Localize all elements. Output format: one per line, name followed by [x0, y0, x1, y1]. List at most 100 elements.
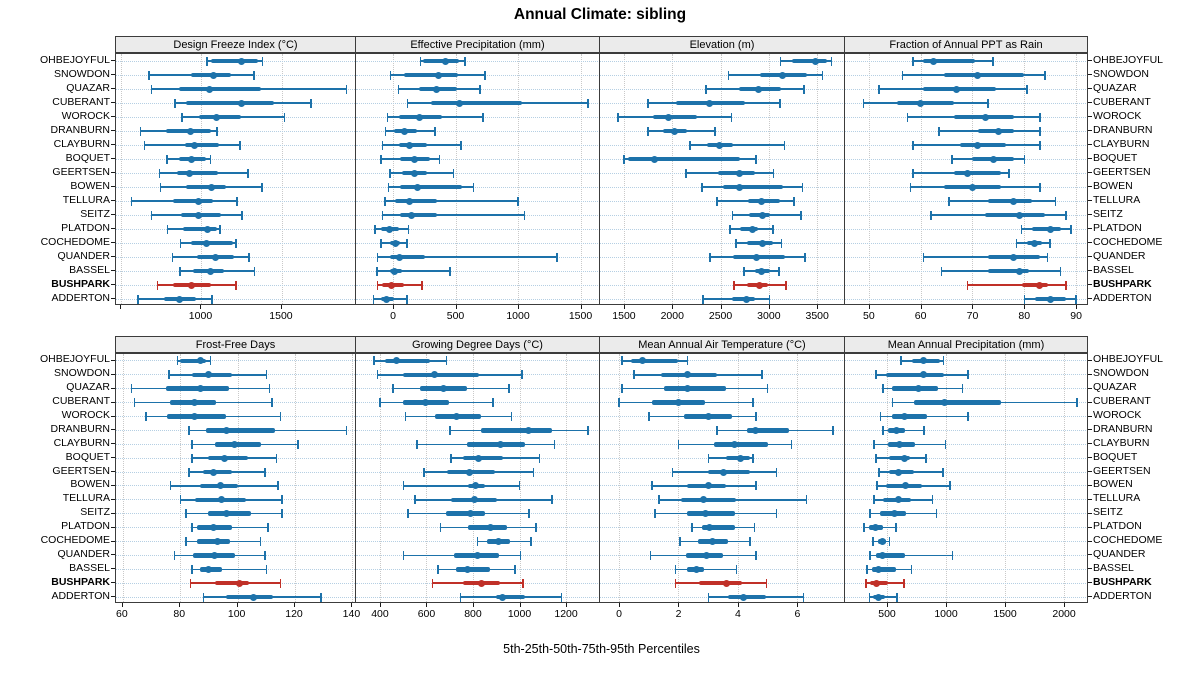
- row-guide-line: [356, 144, 599, 146]
- row-guide-line: [600, 228, 844, 230]
- whisker-cap-low: [1023, 294, 1026, 304]
- site-label-right-quazar: QUAZAR: [1093, 81, 1137, 94]
- axis-tick-label: 1000: [188, 310, 213, 322]
- axis-tick: [518, 305, 519, 309]
- median-dot-ohbejoyful: [442, 57, 449, 65]
- site-label-left-seitz: SEITZ: [80, 207, 110, 220]
- row-guide-line: [356, 158, 599, 160]
- row-guide-line: [116, 228, 355, 230]
- whisker-cap-low: [875, 453, 877, 463]
- whisker-cap-low: [623, 154, 625, 164]
- whisker-cap-low: [150, 210, 153, 220]
- axis-tick: [868, 305, 870, 309]
- gridline: [737, 354, 739, 602]
- iqr-bar-worock: [891, 414, 927, 419]
- median-dot-ohbejoyful: [919, 357, 927, 365]
- median-dot-tellura: [700, 496, 708, 504]
- iqr-bar-quander: [875, 553, 906, 558]
- site-label-right-platdon: PLATDON: [1093, 221, 1142, 234]
- whisker-cap-low: [862, 98, 865, 108]
- whisker-cap-high: [345, 84, 348, 94]
- median-dot-bassel: [875, 565, 883, 573]
- median-dot-bushpark: [722, 579, 730, 587]
- y-axis-tick-left: [111, 512, 115, 514]
- median-dot-worock: [900, 413, 908, 420]
- axis-tick-label: 600: [417, 608, 436, 620]
- whisker-cap-low: [171, 252, 174, 262]
- median-dot-bassel: [1015, 267, 1023, 275]
- axis-tick-label: 500: [446, 310, 465, 322]
- row-guide-line: [845, 499, 1087, 501]
- row-guide-line: [600, 130, 844, 132]
- whisker-cap-high: [775, 467, 778, 477]
- gridline: [379, 354, 381, 602]
- gridline: [619, 354, 621, 602]
- median-dot-boquet: [989, 155, 997, 163]
- whisker-cap-low: [188, 425, 190, 435]
- whisker-cap-low: [906, 112, 909, 122]
- whisker-cap-low: [179, 266, 181, 276]
- y-axis-tick-left: [111, 116, 115, 117]
- whisker-cap-high: [793, 196, 795, 206]
- iqr-bar-dranburn: [206, 428, 275, 433]
- median-dot-snowdon: [435, 71, 443, 79]
- median-dot-bowen: [704, 482, 712, 490]
- median-dot-cochedome: [214, 538, 222, 545]
- whisker-cap-high: [279, 412, 282, 421]
- whisker-cap-low: [376, 370, 379, 380]
- axis-tick: [519, 603, 521, 607]
- whisker-cap-low: [716, 425, 718, 435]
- whisker-cap-low: [671, 467, 674, 477]
- iqr-bar-quazar: [663, 386, 727, 392]
- site-label-left-geertsen: GEERTSEN: [52, 165, 110, 178]
- median-dot-worock: [704, 413, 712, 420]
- whisker-cap-high: [1054, 196, 1057, 206]
- y-axis-tick-right: [1088, 359, 1092, 361]
- whisker-cap-high: [925, 453, 927, 463]
- site-label-right-geertsen: GEERTSEN: [1093, 464, 1151, 477]
- whisker-cap-low: [940, 266, 943, 276]
- whisker-cap-high: [755, 154, 757, 164]
- whisker-cap-high: [510, 412, 513, 421]
- y-axis-tick-left: [111, 540, 115, 542]
- gridline: [720, 54, 722, 304]
- whisker-cap-high: [686, 356, 689, 366]
- whisker-cap-high: [235, 280, 237, 290]
- whisker-cap-low: [938, 126, 940, 136]
- site-label-left-dranburn: DRANBURN: [50, 123, 110, 136]
- whisker-cap-low: [872, 537, 874, 546]
- median-dot-clayburn: [190, 141, 198, 149]
- whisker-cap-high: [517, 196, 519, 206]
- whisker-cap-low: [922, 252, 925, 262]
- median-dot-geertsen: [736, 169, 744, 177]
- iqr-bar-quazar: [891, 386, 938, 392]
- whisker-cap-low: [882, 425, 884, 435]
- site-label-left-tellura: TELLURA: [62, 492, 110, 505]
- iqr-bar-snowdon: [403, 72, 458, 78]
- median-dot-boquet: [651, 155, 659, 163]
- site-label-left-adderton: ADDERTON: [51, 291, 110, 304]
- whisker-quander: [869, 554, 953, 557]
- gridline: [1005, 354, 1007, 602]
- site-label-right-clayburn: CLAYBURN: [1093, 137, 1150, 150]
- panel-frost-free-days: [115, 353, 356, 603]
- row-guide-line: [116, 158, 355, 160]
- whisker-cap-high: [783, 140, 786, 150]
- median-dot-quander: [211, 551, 219, 559]
- iqr-bar-seitz: [399, 212, 438, 218]
- iqr-bar-geertsen: [954, 170, 1001, 176]
- gridline: [946, 354, 948, 602]
- iqr-bar-tellura: [681, 497, 737, 503]
- site-label-left-cuberant: CUBERANT: [52, 95, 110, 108]
- site-label-left-cuberant: CUBERANT: [52, 395, 110, 408]
- iqr-bar-platdon: [1032, 226, 1061, 232]
- y-axis-tick-left: [111, 443, 115, 445]
- gridline: [1076, 54, 1078, 304]
- axis-tick-label: 2: [675, 608, 682, 620]
- whisker-cap-high: [508, 384, 510, 394]
- whisker-cap-low: [909, 182, 912, 192]
- row-guide-line: [845, 568, 1087, 570]
- whisker-cap-low: [674, 578, 677, 588]
- median-dot-quazar: [754, 85, 762, 93]
- row-guide-line: [845, 471, 1087, 473]
